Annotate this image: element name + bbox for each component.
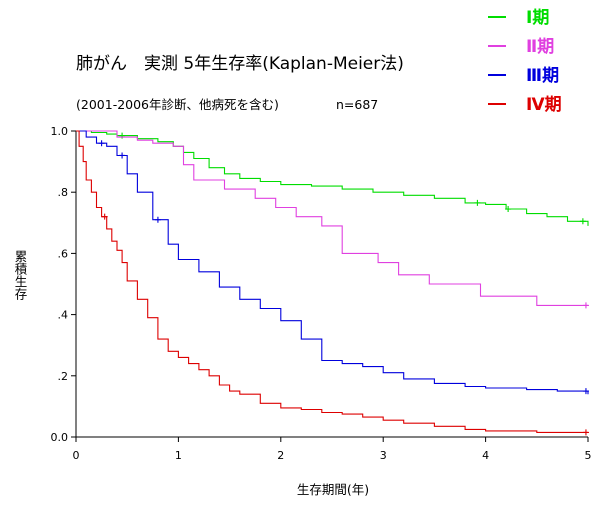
series-line-stage-4	[76, 130, 588, 433]
y-tick-label-1: .2	[58, 370, 69, 383]
legend-item-stage-3: Ⅲ期	[488, 66, 559, 86]
legend-item-stage-2: Ⅱ期	[488, 37, 554, 57]
x-tick-label-4: 4	[482, 449, 489, 462]
y-tick-label-4: .8	[58, 186, 69, 199]
censor-mark-stage-2-0	[582, 302, 589, 309]
censor-mark-stage-4-0	[101, 213, 108, 220]
censor-mark-stage-4-1	[582, 429, 589, 436]
series-group	[76, 130, 589, 436]
legend-label-stage-1: Ⅰ期	[526, 8, 549, 28]
y-tick-label-5: 1.0	[51, 125, 69, 138]
chart-title: 肺がん 実測 5年生存率(Kaplan-Meier法)	[76, 54, 404, 74]
x-tick-label-0: 0	[73, 449, 80, 462]
censor-mark-stage-1-3	[579, 218, 586, 225]
x-axis-label: 生存期間(年)	[297, 482, 369, 497]
series-line-stage-3	[76, 130, 589, 395]
chart-subtitle: (2001-2006年診断、他病死を含む)	[76, 97, 279, 112]
censor-mark-stage-3-3	[582, 388, 589, 395]
x-tick-label-1: 1	[175, 449, 182, 462]
x-tick-label-3: 3	[380, 449, 387, 462]
legend-label-stage-2: Ⅱ期	[526, 37, 554, 57]
y-tick-label-3: .6	[58, 247, 69, 260]
censor-mark-stage-3-0	[98, 140, 105, 147]
y-axis-label: 累積生存	[13, 250, 28, 300]
y-tick-label-2: .4	[58, 309, 69, 322]
legend-label-stage-3: Ⅲ期	[526, 66, 559, 86]
series-line-stage-2	[76, 130, 588, 306]
censor-mark-stage-3-2	[154, 216, 161, 223]
axis-ticks: 0 1 2 3 4 5 0.0 .2 .4 .6 .8 1.0	[51, 125, 592, 462]
x-tick-label-2: 2	[277, 449, 284, 462]
series-line-stage-1	[76, 130, 589, 226]
y-tick-label-0: 0.0	[51, 431, 69, 444]
censor-mark-stage-1-2	[505, 206, 512, 213]
censor-mark-stage-1-0	[119, 132, 126, 139]
legend: Ⅰ期 Ⅱ期 Ⅲ期 Ⅳ期	[488, 8, 562, 115]
censor-mark-stage-3-1	[119, 152, 126, 159]
legend-item-stage-1: Ⅰ期	[488, 8, 549, 28]
sample-size-label: n=687	[336, 97, 378, 112]
censor-mark-stage-1-1	[474, 199, 481, 206]
legend-item-stage-4: Ⅳ期	[488, 95, 562, 115]
legend-label-stage-4: Ⅳ期	[526, 95, 562, 115]
x-tick-label-5: 5	[585, 449, 592, 462]
